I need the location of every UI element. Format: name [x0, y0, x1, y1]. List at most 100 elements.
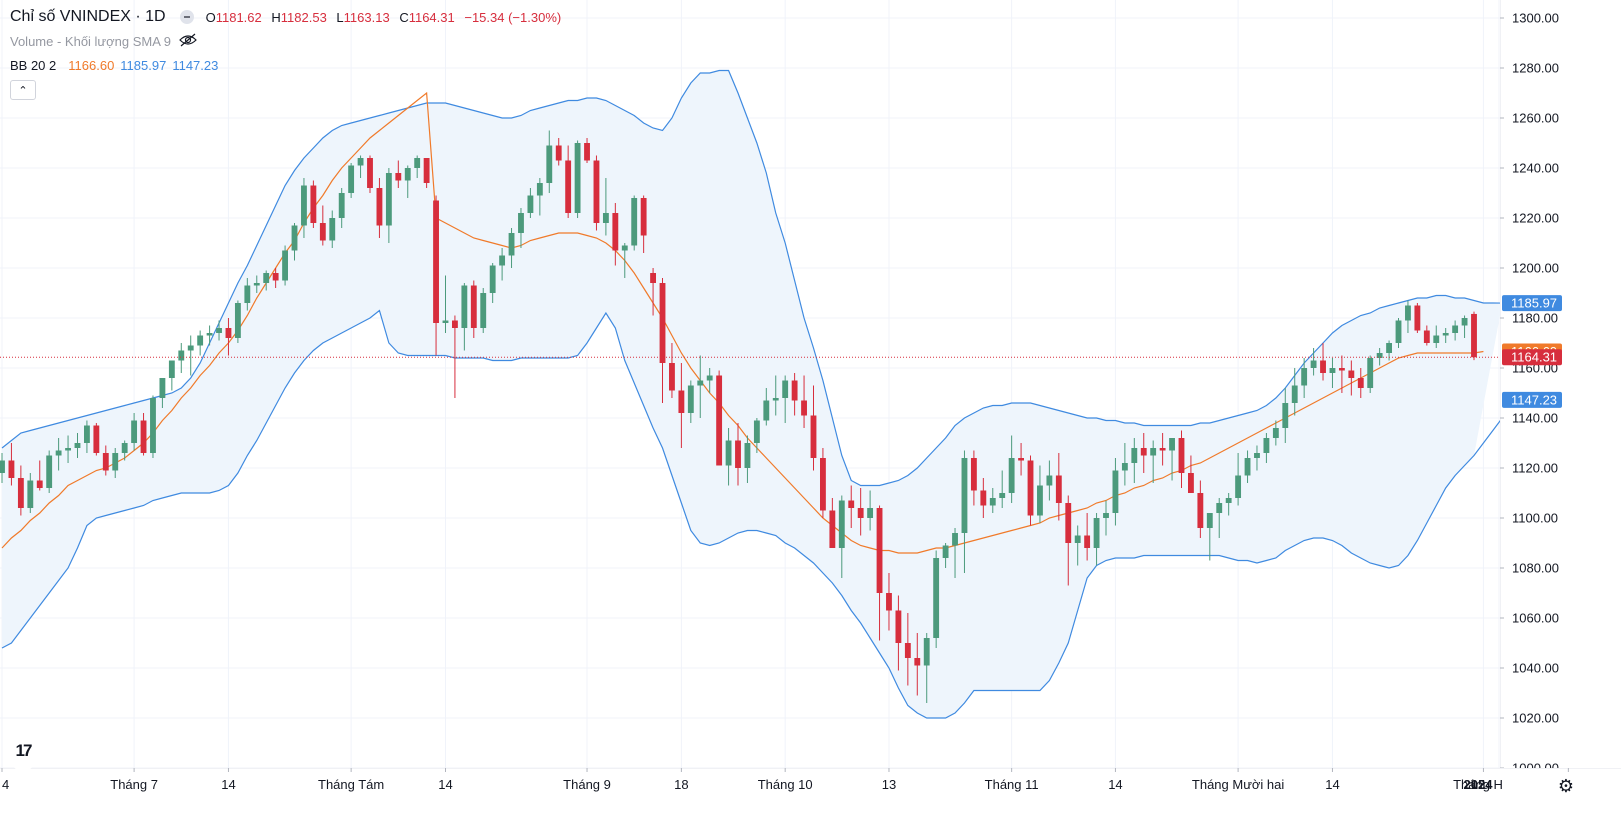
candle [753, 418, 760, 453]
candle-body [197, 335, 204, 346]
candle-body [1225, 498, 1232, 503]
candle [291, 223, 298, 261]
candle [187, 335, 194, 376]
candle-body [508, 233, 515, 256]
price-label: 1185.97 [1502, 295, 1562, 312]
candle-body [970, 458, 977, 491]
candle [1112, 458, 1119, 526]
candle-body [112, 453, 119, 471]
price-tick-label: 1180.00 [1512, 311, 1558, 326]
price-tick-label: 1020.00 [1512, 711, 1559, 726]
candle [546, 130, 553, 193]
candle [319, 205, 326, 246]
candle-body [1178, 438, 1185, 473]
candle [914, 633, 921, 696]
eye-hidden-icon[interactable] [179, 33, 197, 50]
candle-body [536, 183, 543, 196]
candle [669, 343, 675, 398]
candle-body [131, 420, 138, 443]
time-tick-label: Tháng 11 [985, 777, 1039, 792]
candle [8, 443, 15, 486]
time-tick-label: 18 [674, 777, 688, 792]
candle [659, 278, 666, 403]
symbol-title[interactable]: Chỉ số VNINDEX · 1D [10, 8, 166, 25]
candle [282, 245, 289, 286]
bb-indicator-label[interactable]: BB 20 2 [10, 57, 57, 73]
candle-body [961, 458, 968, 533]
change-value: −15.34 (−1.30%) [464, 9, 562, 25]
candle-body [187, 345, 194, 351]
price-tick-label: 1080.00 [1512, 561, 1559, 576]
candle [348, 163, 355, 198]
time-axis[interactable]: 4 Tháng 7 14 Tháng Tám 14 Tháng 9 18 Tháng 10 13… [0, 768, 1621, 826]
candle [1461, 315, 1468, 338]
candle [1272, 420, 1279, 446]
candle [1338, 355, 1345, 393]
candle [1405, 300, 1411, 333]
candle-body [1074, 535, 1081, 543]
candle-body [565, 160, 572, 213]
candle [385, 168, 392, 243]
candle-body [876, 508, 883, 593]
candle-body [1367, 358, 1374, 388]
candle-body [1263, 438, 1270, 453]
candle [1367, 355, 1374, 393]
candle-body [1169, 438, 1175, 451]
price-tick-label: 1000.00 [1512, 761, 1559, 769]
candle-body [1348, 370, 1355, 378]
close-label: C [399, 9, 409, 25]
candle [1206, 513, 1213, 561]
candle [631, 195, 638, 251]
candle-body [376, 188, 383, 226]
candle-body [933, 558, 940, 638]
candle-body [395, 173, 402, 181]
candle-body [659, 283, 666, 363]
collapse-legend-button[interactable]: ⌃ [10, 80, 36, 100]
volume-indicator-label[interactable]: Volume - Khối lượng SMA 9 [10, 33, 172, 49]
candle-body [36, 480, 43, 488]
candle-body [631, 198, 638, 246]
candle [867, 490, 874, 531]
candle-body [1254, 453, 1260, 458]
price-tick-label: 1200.00 [1512, 261, 1559, 276]
candle-body [687, 385, 694, 413]
candle [1131, 438, 1138, 483]
candle-body [612, 213, 619, 251]
candle [1395, 318, 1402, 348]
candle-body [0, 460, 5, 473]
candle [65, 435, 71, 463]
candle [150, 395, 156, 458]
candle-body [1150, 448, 1157, 456]
candle-body [234, 303, 241, 338]
time-tick-label: Tháng Mười hai [1192, 777, 1284, 792]
candle [716, 370, 723, 466]
candle [253, 275, 260, 293]
candle [763, 388, 770, 426]
price-label-text: 1185.97 [1511, 296, 1557, 311]
candle [0, 453, 5, 483]
time-tick-label: 14 [1325, 777, 1339, 792]
gear-icon[interactable]: ⚙ [1557, 776, 1575, 796]
candle-body [74, 443, 81, 448]
candle [810, 385, 817, 471]
candle [1423, 325, 1430, 346]
candle [46, 450, 53, 493]
candle [857, 488, 864, 536]
candle [999, 470, 1006, 508]
candle-body [735, 440, 741, 468]
candle-body [1244, 458, 1251, 476]
price-axis[interactable]: 1300.00 1280.00 1260.00 1240.00 1220.00 1200.… [1500, 0, 1621, 768]
candle [621, 243, 628, 278]
candle [74, 433, 81, 458]
bb-basis-value: 1166.60 [68, 57, 115, 73]
candle [527, 188, 534, 218]
candle [1121, 443, 1128, 486]
price-chart[interactable] [0, 0, 1500, 768]
candle-body [1414, 305, 1421, 331]
candle [1442, 328, 1449, 343]
candle [159, 378, 166, 408]
tradingview-logo[interactable]: 17 [4, 732, 42, 770]
candle-body [886, 593, 892, 611]
minimize-icon[interactable] [179, 10, 194, 24]
candle [225, 318, 232, 356]
